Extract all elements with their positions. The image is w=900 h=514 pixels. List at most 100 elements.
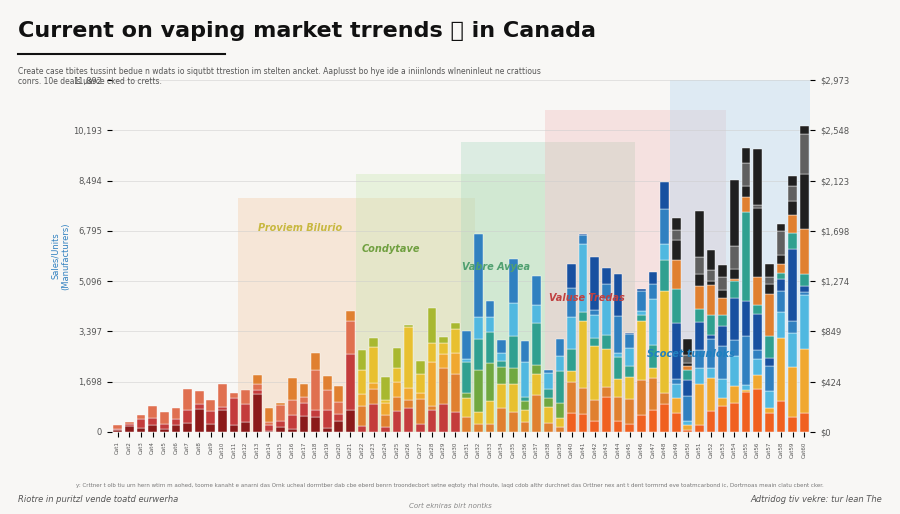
Bar	[683, 421, 692, 425]
Bar	[661, 291, 669, 393]
Bar	[730, 298, 739, 340]
Bar	[555, 403, 564, 418]
Bar	[602, 349, 611, 387]
Bar	[788, 176, 796, 186]
Bar	[579, 233, 588, 235]
Bar	[683, 355, 692, 363]
Text: Scocet tuunloks: Scocet tuunloks	[647, 350, 735, 359]
Bar	[765, 278, 774, 284]
Bar	[637, 315, 645, 321]
Bar	[706, 270, 716, 281]
Text: Vabre Avyea: Vabre Avyea	[462, 262, 530, 271]
Bar	[672, 240, 680, 260]
Text: Valuse Tredas: Valuse Tredas	[549, 293, 625, 303]
Bar	[579, 388, 588, 414]
Bar	[194, 404, 203, 409]
Bar	[404, 408, 413, 432]
Bar	[777, 273, 786, 279]
Bar	[742, 301, 751, 336]
Bar	[637, 291, 645, 311]
Bar	[335, 414, 343, 421]
Bar	[742, 390, 751, 392]
Bar	[614, 396, 623, 421]
Bar	[463, 359, 471, 362]
Bar	[765, 365, 774, 391]
Bar	[404, 400, 413, 408]
Bar	[777, 279, 786, 290]
Bar	[753, 376, 762, 389]
Bar	[626, 377, 634, 399]
Bar	[765, 336, 774, 358]
Bar	[311, 353, 320, 370]
Bar	[649, 345, 657, 368]
Bar	[777, 231, 786, 255]
Bar	[683, 425, 692, 430]
Text: Riotre in puritzl vende toatd eurwerha: Riotre in puritzl vende toatd eurwerha	[18, 494, 178, 504]
Bar	[695, 350, 704, 368]
Bar	[463, 417, 471, 432]
Bar	[532, 364, 541, 374]
Bar	[276, 427, 285, 432]
Bar	[288, 415, 297, 429]
Bar	[800, 286, 808, 292]
Bar	[532, 276, 541, 304]
Bar	[404, 325, 413, 327]
Bar	[579, 414, 588, 432]
Bar	[626, 366, 634, 377]
Bar	[218, 410, 227, 432]
Bar	[567, 264, 576, 288]
Bar	[788, 249, 796, 321]
Bar	[742, 163, 751, 186]
Bar	[579, 312, 588, 321]
Bar	[637, 415, 645, 432]
Bar	[602, 397, 611, 432]
Bar	[323, 428, 331, 432]
Bar	[369, 389, 378, 403]
Text: Proviem Bilurio: Proviem Bilurio	[258, 223, 343, 233]
Bar	[311, 416, 320, 432]
Bar	[649, 272, 657, 284]
Bar	[718, 315, 727, 326]
Bar	[474, 425, 482, 432]
Bar	[253, 384, 262, 391]
Bar	[683, 396, 692, 421]
Text: Condytave: Condytave	[362, 244, 420, 254]
Bar	[148, 417, 157, 425]
Bar	[614, 353, 623, 357]
Bar	[626, 334, 634, 348]
Bar	[753, 350, 762, 359]
Bar	[695, 309, 704, 322]
Bar	[253, 391, 262, 394]
Bar	[300, 416, 308, 432]
Bar	[498, 367, 506, 383]
Bar	[800, 295, 808, 350]
Bar	[451, 323, 460, 328]
Bar	[451, 412, 460, 432]
Bar	[777, 311, 786, 338]
Bar	[649, 410, 657, 432]
Bar	[661, 261, 669, 291]
Bar	[439, 337, 448, 343]
Bar	[125, 424, 134, 427]
Bar	[706, 250, 716, 270]
Bar	[357, 370, 366, 394]
Bar	[730, 340, 739, 356]
Bar	[706, 315, 716, 335]
Bar	[323, 410, 331, 428]
Bar	[451, 328, 460, 353]
Bar	[742, 197, 751, 212]
Bar	[137, 429, 146, 432]
Bar	[753, 389, 762, 432]
Bar	[369, 382, 378, 389]
Bar	[672, 413, 680, 432]
Bar	[742, 148, 751, 163]
Bar	[486, 317, 494, 332]
Bar	[125, 427, 134, 432]
Bar	[672, 323, 680, 379]
Bar	[672, 384, 680, 398]
Bar	[451, 374, 460, 412]
Bar	[626, 424, 634, 432]
Bar	[742, 186, 751, 197]
Bar	[148, 406, 157, 417]
Bar	[346, 410, 355, 432]
